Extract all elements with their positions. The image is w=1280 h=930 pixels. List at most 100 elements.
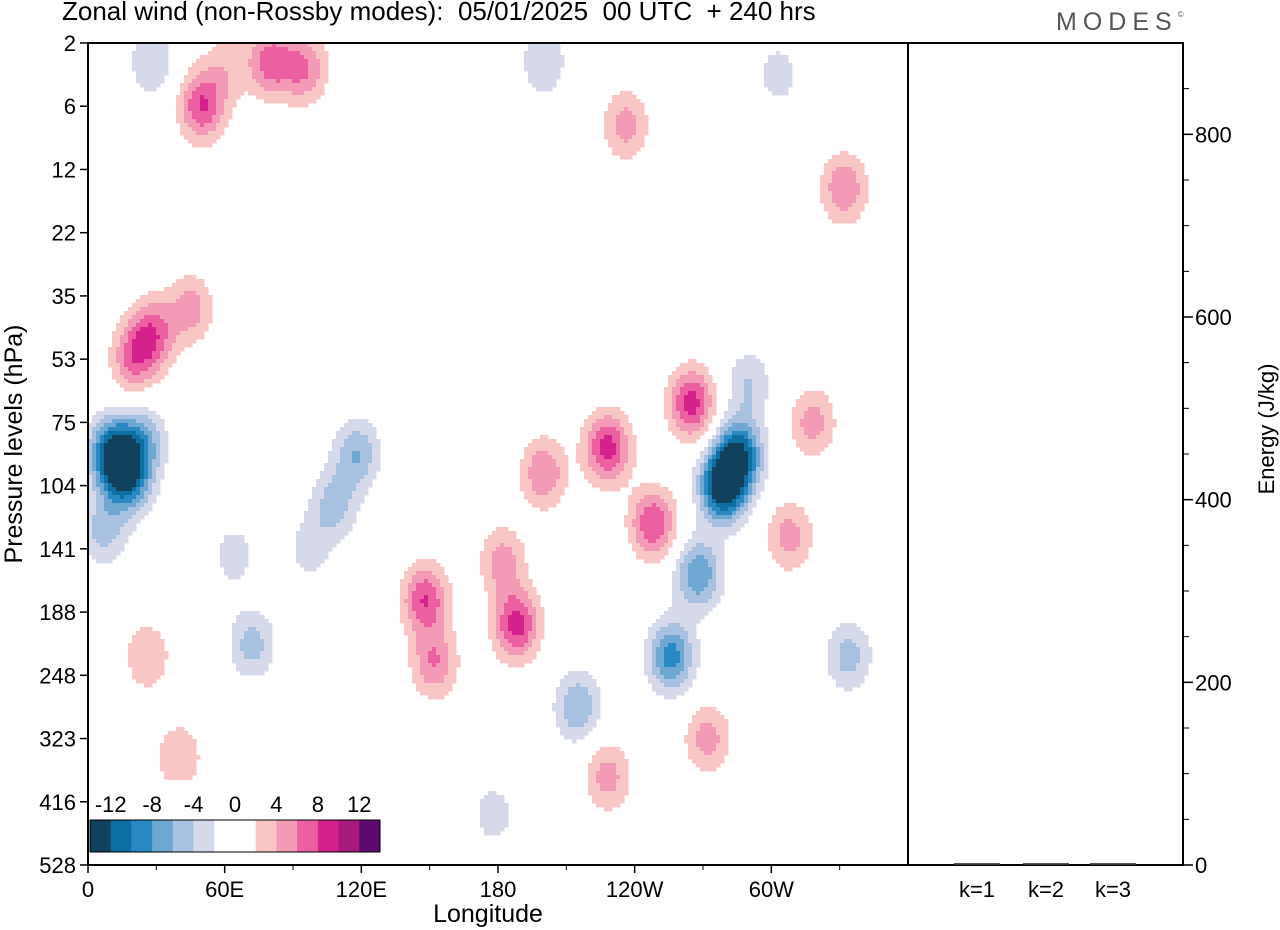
heatmap-cell [796, 507, 801, 512]
heatmap-cell [672, 511, 677, 516]
heatmap-cell [136, 63, 141, 68]
heatmap-cell [120, 471, 125, 476]
heatmap-cell [156, 491, 161, 496]
heatmap-cell [832, 191, 837, 196]
heatmap-cell [88, 435, 93, 440]
heatmap-cell [672, 379, 677, 384]
heatmap-cell [156, 319, 161, 324]
heatmap-cell [740, 427, 745, 432]
heatmap-cell [652, 543, 657, 548]
heatmap-cell [112, 455, 117, 460]
heatmap-cell [92, 547, 97, 552]
heatmap-cell [212, 131, 217, 136]
heatmap-cell [704, 451, 709, 456]
heatmap-cell [788, 543, 793, 548]
heatmap-cell [196, 103, 201, 108]
heatmap-cell [804, 543, 809, 548]
heatmap-cell [700, 515, 705, 520]
heatmap-cell [112, 511, 117, 516]
heatmap-cell [680, 439, 685, 444]
heatmap-cell [96, 451, 101, 456]
heatmap-cell [632, 131, 637, 136]
heatmap-cell [704, 475, 709, 480]
heatmap-cell [220, 67, 225, 72]
heatmap-cell [636, 551, 641, 556]
heatmap-cell [628, 435, 633, 440]
heatmap-cell [408, 599, 413, 604]
heatmap-cell [424, 579, 429, 584]
heatmap-cell [228, 87, 233, 92]
heatmap-cell [104, 539, 109, 544]
heatmap-cell [616, 147, 621, 152]
heatmap-cell [820, 187, 825, 192]
heatmap-cell [604, 407, 609, 412]
heatmap-cell [644, 115, 649, 120]
heatmap-cell [112, 475, 117, 480]
heatmap-cell [696, 539, 701, 544]
heatmap-cell [692, 467, 697, 472]
heatmap-cell [148, 419, 153, 424]
heatmap-cell [416, 595, 421, 600]
heatmap-cell [112, 371, 117, 376]
heatmap-cell [724, 491, 729, 496]
heatmap-cell [748, 407, 753, 412]
heatmap-cell [760, 391, 765, 396]
heatmap-cell [308, 519, 313, 524]
heatmap-cell [180, 115, 185, 120]
heatmap-cell [768, 527, 773, 532]
heatmap-cell [136, 503, 141, 508]
heatmap-cell [532, 55, 537, 60]
heatmap-cell [224, 547, 229, 552]
heatmap-cell [124, 507, 129, 512]
heatmap-cell [168, 315, 173, 320]
heatmap-cell [844, 219, 849, 224]
heatmap-cell [424, 567, 429, 572]
heatmap-cell [276, 67, 281, 72]
heatmap-cell [228, 567, 233, 572]
heatmap-cell [308, 79, 313, 84]
heatmap-cell [336, 467, 341, 472]
heatmap-cell [220, 95, 225, 100]
heatmap-cell [576, 447, 581, 452]
heatmap-cell [792, 543, 797, 548]
heatmap-cell [700, 451, 705, 456]
heatmap-cell [148, 411, 153, 416]
heatmap-cell [204, 295, 209, 300]
heatmap-cell [260, 95, 265, 100]
heatmap-cell [644, 507, 649, 512]
heatmap-cell [100, 447, 105, 452]
heatmap-cell [156, 307, 161, 312]
heatmap-cell [680, 559, 685, 564]
heatmap-cell [628, 103, 633, 108]
heatmap-cell [164, 435, 169, 440]
heatmap-cell [364, 487, 369, 492]
heatmap-cell [712, 499, 717, 504]
heatmap-cell [432, 591, 437, 596]
heatmap-cell [616, 431, 621, 436]
heatmap-cell [136, 339, 141, 344]
heatmap-cell [640, 495, 645, 500]
heatmap-cell [184, 291, 189, 296]
heatmap-cell [816, 423, 821, 428]
heatmap-cell [708, 599, 713, 604]
heatmap-cell [712, 455, 717, 460]
heatmap-cell [744, 491, 749, 496]
heatmap-cell [664, 539, 669, 544]
heatmap-cell [140, 387, 145, 392]
heatmap-cell [92, 439, 97, 444]
heatmap-cell [676, 395, 681, 400]
heatmap-cell [152, 307, 157, 312]
heatmap-cell [344, 531, 349, 536]
heatmap-cell [688, 559, 693, 564]
heatmap-cell [504, 575, 509, 580]
heatmap-cell [344, 519, 349, 524]
heatmap-cell [652, 515, 657, 520]
heatmap-cell [680, 551, 685, 556]
heatmap-cell [108, 475, 113, 480]
heatmap-cell [184, 279, 189, 284]
heatmap-cell [152, 487, 157, 492]
heatmap-cell [320, 59, 325, 64]
heatmap-cell [624, 523, 629, 528]
heatmap-cell [804, 451, 809, 456]
heatmap-cell [748, 451, 753, 456]
